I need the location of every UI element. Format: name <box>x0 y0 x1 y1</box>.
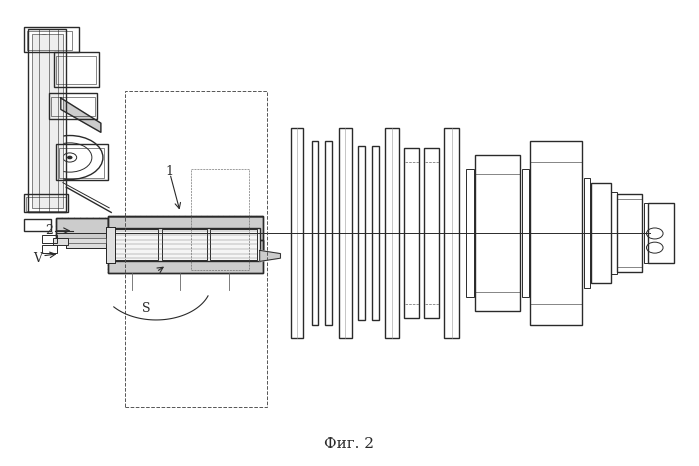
Text: 2: 2 <box>45 224 53 237</box>
Bar <box>108 240 263 273</box>
Bar <box>531 142 582 324</box>
Text: S: S <box>141 302 150 315</box>
Circle shape <box>168 237 171 239</box>
Text: Фиг. 2: Фиг. 2 <box>324 437 375 451</box>
Polygon shape <box>61 98 101 132</box>
Bar <box>42 245 57 253</box>
Bar <box>108 217 263 250</box>
Bar <box>24 194 69 212</box>
Bar <box>56 144 108 180</box>
Bar <box>106 227 115 263</box>
Bar <box>108 216 263 250</box>
Bar <box>610 192 617 274</box>
Bar <box>522 169 529 297</box>
Bar <box>385 128 399 338</box>
Bar <box>161 229 206 260</box>
Circle shape <box>145 237 147 239</box>
Bar <box>113 229 158 260</box>
Bar <box>617 194 642 272</box>
Text: V: V <box>33 252 42 265</box>
Bar <box>111 228 260 261</box>
Bar <box>648 203 674 263</box>
Bar <box>51 97 95 116</box>
Bar <box>617 199 642 267</box>
Bar <box>372 146 378 320</box>
Bar <box>591 183 610 283</box>
Bar <box>108 216 263 250</box>
Circle shape <box>133 254 136 255</box>
Bar <box>291 128 303 338</box>
Bar <box>24 219 51 231</box>
Bar <box>325 142 332 324</box>
Bar <box>125 91 266 407</box>
Bar <box>312 142 319 324</box>
Bar <box>475 155 520 311</box>
Bar <box>584 178 590 288</box>
Bar <box>52 239 68 246</box>
Circle shape <box>168 254 171 255</box>
Polygon shape <box>260 250 280 261</box>
Bar <box>359 146 366 320</box>
Bar <box>31 34 63 208</box>
Bar <box>210 229 257 260</box>
Bar <box>56 218 108 243</box>
Circle shape <box>133 237 136 239</box>
Bar <box>531 162 582 304</box>
Circle shape <box>180 254 183 255</box>
Bar <box>56 56 96 84</box>
Bar <box>404 148 419 318</box>
Bar <box>424 148 439 318</box>
Bar <box>108 240 263 273</box>
Bar <box>191 169 250 270</box>
Circle shape <box>42 38 46 41</box>
Circle shape <box>145 254 147 255</box>
Bar <box>66 242 106 247</box>
Circle shape <box>120 254 123 255</box>
Bar <box>444 128 459 338</box>
Bar <box>29 29 66 212</box>
Bar <box>59 148 104 178</box>
Bar <box>24 27 79 52</box>
Bar <box>27 31 72 50</box>
Circle shape <box>192 254 195 255</box>
Bar <box>466 169 474 297</box>
Bar <box>475 173 520 293</box>
Circle shape <box>67 156 73 159</box>
Bar <box>54 52 99 87</box>
Text: 1: 1 <box>166 164 174 178</box>
Bar <box>66 242 106 247</box>
Bar <box>27 197 66 211</box>
Bar <box>66 239 106 243</box>
Bar <box>56 218 108 243</box>
Circle shape <box>120 237 123 239</box>
Bar <box>42 235 57 243</box>
Circle shape <box>180 237 183 239</box>
Bar <box>106 227 115 263</box>
Bar <box>644 203 648 263</box>
Bar <box>49 93 97 118</box>
Bar <box>339 128 352 338</box>
Circle shape <box>192 237 195 239</box>
